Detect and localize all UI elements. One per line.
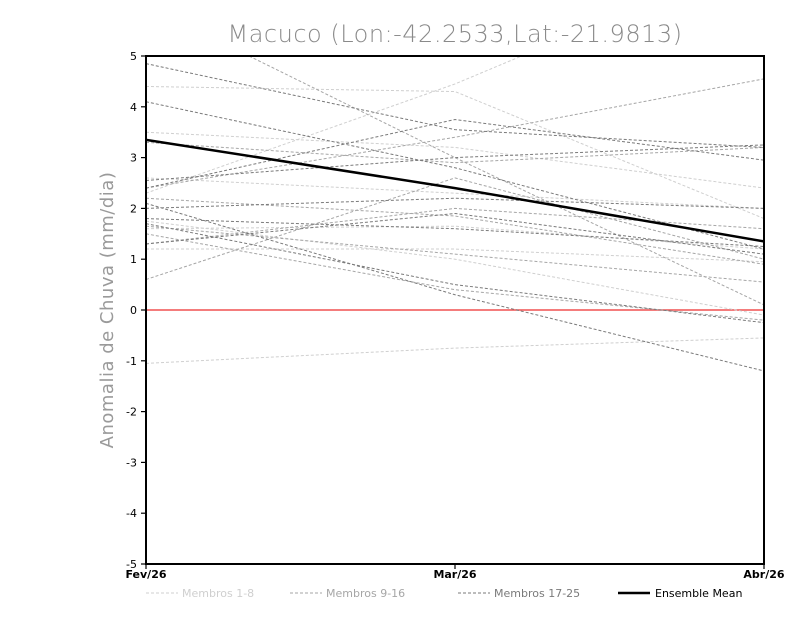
y-tick-label: -1 [126,355,137,368]
member-line-g3-4 [146,144,764,181]
y-tick-label: 1 [130,253,137,266]
member-line-g3-5 [146,223,764,324]
member-line-g2-5 [146,225,764,283]
member-line-g2-3 [146,177,764,280]
member-line-g3-8 [146,212,764,255]
member-line-g3-7 [146,218,764,247]
member-line-g2-1 [146,78,764,189]
y-tick-label: 4 [130,101,137,114]
member-line-g3-6 [146,197,764,209]
y-tick-label: 0 [130,304,137,317]
x-tick-label: Fev/26 [125,568,166,581]
member-line-g3-3 [146,101,764,250]
legend-label-members-9-16: Membros 9-16 [326,587,405,600]
member-line-g1-8 [146,131,764,189]
legend-label-members-17-25: Membros 17-25 [494,587,580,600]
ensemble-mean-line [146,138,764,243]
x-axis-ticks: Fev/26 Mar/26 Abr/26 [125,564,785,581]
ensemble-mean-group [146,138,764,243]
x-tick-label: Mar/26 [433,568,476,581]
member-line-g3-9 [146,202,764,372]
member-line-g1-3 [146,220,764,316]
member-line-g1-7 [146,337,764,364]
member-lines [146,56,764,372]
legend: Membros 1-8 Membros 9-16 Membros 17-25 E… [146,587,742,600]
member-line-g1-2 [146,56,523,194]
y-tick-label: 5 [130,50,137,63]
member-line-g3-2 [146,118,764,189]
member-line-g1-5 [146,177,764,209]
legend-label-members-1-8: Membros 1-8 [182,587,254,600]
member-line-g2-2 [146,207,764,245]
member-line-g3-1 [146,63,764,148]
y-tick-label: -5 [126,558,137,571]
member-line-g2-6 [146,233,764,321]
member-line-g2-4 [247,56,764,306]
member-line-g2-8 [146,141,764,164]
y-axis-ticks: -5 -4 -3 -2 -1 0 1 2 3 4 5 [126,50,146,571]
member-line-g1-4 [146,248,764,263]
y-tick-label: -3 [126,456,137,469]
plot-frame [145,55,765,565]
legend-label-ensemble-mean: Ensemble Mean [655,587,742,600]
y-axis-label: Anomalia de Chuva (mm/dia) [97,172,118,449]
y-tick-label: -2 [126,406,137,419]
y-tick-label: -4 [126,507,137,520]
y-tick-label: 3 [130,152,137,165]
chart-title: Macuco (Lon:-42.2533,Lat:-21.9813) [228,20,683,48]
y-tick-label: 2 [130,202,137,215]
member-line-g1-6 [146,225,764,250]
x-tick-label: Abr/26 [743,568,784,581]
member-line-g1-1 [146,85,764,220]
